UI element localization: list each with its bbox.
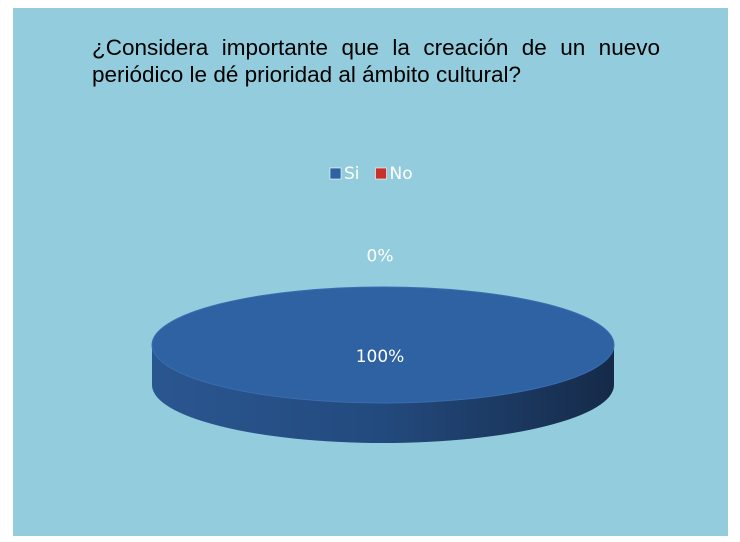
data-label: 100% xyxy=(356,347,405,367)
slice-side xyxy=(152,345,614,443)
data-label: 0% xyxy=(367,246,394,266)
legend-label: Si xyxy=(344,164,360,184)
chart-title: ¿Considera importante que la creación de… xyxy=(92,35,660,87)
legend-swatch xyxy=(375,167,387,180)
chart-area xyxy=(13,8,728,536)
legend-swatch xyxy=(329,167,342,180)
slice xyxy=(151,286,615,404)
legend-label: No xyxy=(390,164,413,184)
